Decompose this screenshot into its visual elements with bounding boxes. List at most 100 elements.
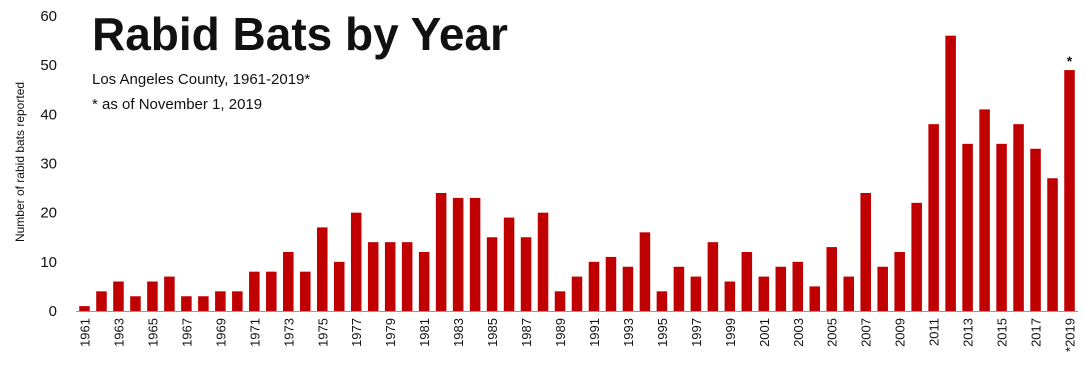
x-tick-label: 1983 [451,318,466,347]
bar [1030,148,1041,311]
x-tick-label: 1973 [281,318,296,347]
x-tick-label: 1995 [655,318,670,347]
bar [113,281,124,311]
bar [928,124,939,312]
y-tick-label: 20 [40,205,57,222]
y-tick-label: 40 [40,106,57,123]
x-tick-label: 2009 [893,318,908,347]
bar [147,281,158,311]
x-tick-label: 2013 [961,318,976,347]
chart-note: * as of November 1, 2019 [92,96,262,113]
x-tick-label: 1977 [349,318,364,347]
bar [656,291,668,311]
bar [537,212,549,311]
bar [911,202,922,311]
bar [571,276,583,311]
bar [707,242,719,311]
bar [792,261,804,311]
x-tick-label: 2001 [757,318,772,347]
bar [435,193,447,311]
y-tick-label: 50 [40,57,57,74]
x-tick-label: 1985 [485,318,500,347]
chart-title: Rabid Bats by Year [92,8,508,60]
x-tick-label: 2017 [1029,318,1044,347]
x-tick-label: 1989 [553,318,568,347]
bar [384,242,396,311]
bar [1047,178,1058,311]
bar [266,271,277,311]
bar [673,266,685,311]
bar [741,252,753,311]
bar [1064,70,1075,311]
x-tick-label: 1991 [587,318,602,347]
bar [283,252,294,311]
bar [181,296,192,311]
bar [758,276,770,311]
bar [605,256,617,311]
bar [962,143,973,311]
bar [775,266,787,311]
bar [215,291,226,311]
bar [843,276,854,311]
y-tick-label: 0 [49,303,57,320]
bar [469,197,481,311]
x-tick-label: 2007 [859,318,874,347]
bar-annotation: * [1067,53,1073,69]
x-tick-label: 2015 [995,318,1010,347]
bar [996,143,1007,311]
x-tick-label: 1993 [621,318,636,347]
bar [300,271,311,311]
bar [860,193,871,311]
x-tick-label: 1999 [723,318,738,347]
x-tick-label: 2005 [825,318,840,347]
y-tick-labels: 0 10 20 30 40 50 60 [40,8,57,320]
x-tick-label: 1987 [519,318,534,347]
bar [367,242,379,311]
bar [1013,124,1024,312]
bar [452,197,464,311]
x-tick-label: 1969 [213,318,228,347]
bar [724,281,736,311]
bar [79,306,90,311]
bar [809,286,821,311]
y-tick-label: 30 [40,156,57,173]
x-tick-label: 2003 [791,318,806,347]
bar [96,291,107,311]
x-tick-label: *2019 [1063,318,1078,352]
bar [520,237,532,311]
x-tick-label: 1975 [315,318,330,347]
y-tick-label: 10 [40,254,57,271]
bar [316,227,328,311]
x-tick-label: 2011 [927,318,942,346]
x-tick-label: 1979 [383,318,398,347]
y-axis-label: Number of rabid bats reported [13,82,27,242]
x-tick-label: 1963 [111,318,126,347]
bar [894,252,905,311]
bar [249,271,260,311]
x-tick-label: 1967 [179,318,194,347]
bar [198,296,209,311]
bar [164,276,175,311]
bar [350,212,362,311]
bar [690,276,702,311]
chart-subtitle: Los Angeles County, 1961-2019* [92,71,310,88]
bar [333,261,345,311]
x-tick-labels: 1961 1963 1965 1967 1969 1971 1973 1975 1977 1979… [77,318,1077,352]
bar [588,261,600,311]
x-tick-label: 1971 [247,318,262,347]
bars: * [79,35,1075,312]
bar [486,237,498,311]
x-tick-label: 1981 [417,318,432,347]
bar [622,266,634,311]
y-tick-label: 60 [40,8,57,25]
bar [826,247,838,311]
bar [418,252,430,311]
bar [130,296,141,311]
bar [401,242,413,311]
x-tick-label: 1965 [145,318,160,347]
bar [877,266,888,311]
x-tick-label: 1961 [77,318,92,347]
bar [554,291,566,311]
